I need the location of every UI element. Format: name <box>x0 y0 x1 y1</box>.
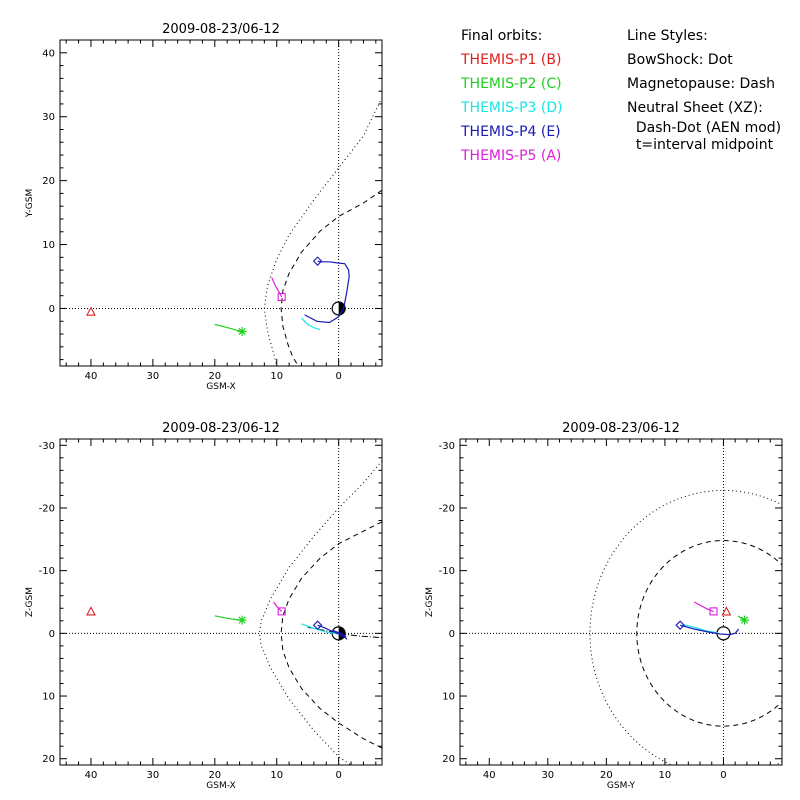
orbit-trace-themis-p2-c <box>214 615 243 621</box>
x-axis-label: GSM-Y <box>607 781 636 791</box>
orbit-marker-themis-p4-e <box>675 620 685 630</box>
line-styles-legend: Line Styles: BowShock: Dot Magnetopause:… <box>627 24 781 154</box>
line-style-neutral-sheet: Neutral Sheet (XZ): <box>627 100 763 116</box>
y-tick-label: 30 <box>42 112 55 123</box>
x-tick-label: 0 <box>335 371 341 382</box>
y-axis-label: Z-GSM <box>25 587 35 617</box>
plot-panel-2: 40 30 20 10 0 -30 -20 -10 0 10 20 2009-08-23/06-12 G… <box>25 421 383 791</box>
x-axis-label: GSM-X <box>206 382 235 392</box>
orbit-marker-themis-p1-b <box>86 306 96 316</box>
line-style-neutral-sheet-mod: Dash-Dot (AEN mod) <box>627 120 782 136</box>
y-tick-label: -20 <box>39 503 55 514</box>
x-tick-label: 20 <box>208 371 221 382</box>
y-tick-label: 0 <box>49 629 55 640</box>
orbit-marker-themis-p5-a <box>277 292 286 302</box>
line-style-neutral-sheet-time: t=interval midpoint <box>627 137 774 153</box>
orbit-trace-themis-p3-d <box>301 623 339 635</box>
y-axis-label: Y-GSM <box>25 189 35 218</box>
y-tick-label: 40 <box>42 48 55 59</box>
orbit-marker-themis-p1-b <box>721 606 732 616</box>
x-tick-label: 20 <box>208 770 221 781</box>
y-tick-label: 10 <box>442 692 455 703</box>
plot-title: 2009-08-23/06-12 <box>162 421 280 436</box>
legend-orbit-p2: THEMIS-P2 (C) <box>461 76 562 92</box>
plot-title: 2009-08-23/06-12 <box>562 421 680 436</box>
x-tick-label: 10 <box>270 371 283 382</box>
plot-panel-1: 40 30 20 10 0 0 10 20 30 40 2009-08-23/06-12 GSM-X Y… <box>25 22 383 392</box>
orbit-marker-themis-p1-b <box>86 606 96 616</box>
y-tick-label: 10 <box>42 240 55 251</box>
y-tick-label: -30 <box>439 441 455 452</box>
orbit-trace-themis-p4-e <box>317 624 348 641</box>
x-tick-label: 10 <box>659 770 672 781</box>
y-tick-label: 20 <box>42 176 55 187</box>
x-axis-label: GSM-X <box>206 781 235 791</box>
plot-frame <box>459 438 783 766</box>
x-tick-label: 30 <box>541 770 554 781</box>
orbit-marker-themis-p2-c <box>237 615 247 625</box>
plot-area <box>60 40 382 366</box>
orbit-trace-themis-p5-a <box>693 601 714 612</box>
orbits-legend: Final orbits: THEMIS-P1 (B) THEMIS-P2 (C… <box>461 24 563 168</box>
orbit-trace-themis-p5-a <box>271 277 283 298</box>
orbit-trace-themis-p3-d <box>301 317 321 331</box>
magnetopause-line <box>280 521 382 749</box>
y-tick-label: 0 <box>49 304 55 315</box>
plot-panel-3: 40 30 20 10 0 -30 -20 -10 0 10 20 2009-08-23/06-12 G… <box>425 421 783 791</box>
legend-orbit-p3: THEMIS-P3 (D) <box>461 100 563 116</box>
line-style-bowshock: BowShock: Dot <box>627 52 733 68</box>
x-tick-label: 0 <box>720 770 726 781</box>
line-style-magnetopause: Magnetopause: Dash <box>627 76 776 92</box>
magnetopause-line <box>280 189 382 366</box>
line-styles-title: Line Styles: <box>627 28 708 44</box>
x-tick-label: 40 <box>85 770 98 781</box>
legend-orbit-p1: THEMIS-P1 (B) <box>461 52 562 68</box>
y-tick-label: -20 <box>439 503 455 514</box>
x-tick-label: 20 <box>600 770 613 781</box>
orbit-marker-themis-p4-e <box>312 256 323 266</box>
orbit-marker-themis-p5-a <box>277 607 286 616</box>
orbit-marker-themis-p4-e <box>312 620 323 630</box>
orbit-trace-themis-p4-e <box>304 260 350 324</box>
orbits-legend-title: Final orbits: <box>461 28 543 44</box>
y-tick-label: 10 <box>42 692 55 703</box>
bow-shock-line <box>263 97 382 366</box>
plot-frame <box>59 39 383 367</box>
y-tick-label: 0 <box>449 629 455 640</box>
y-tick-label: -30 <box>39 441 55 452</box>
plot-area <box>460 439 782 765</box>
bow-shock-line <box>258 460 382 765</box>
earth-night-side-icon <box>338 301 346 315</box>
y-axis-label: Z-GSM <box>425 587 435 617</box>
plot-frame <box>59 438 383 766</box>
y-tick-label: 20 <box>442 754 455 765</box>
plot-title: 2009-08-23/06-12 <box>162 22 280 37</box>
y-tick-label: 20 <box>42 754 55 765</box>
y-tick-label: -10 <box>39 566 55 577</box>
x-tick-label: 30 <box>147 770 160 781</box>
legend-orbit-p4: THEMIS-P4 (E) <box>461 124 561 140</box>
orbit-trace-themis-p3-d <box>682 624 718 634</box>
orbit-trace-themis-p4-e <box>679 624 740 636</box>
y-tick-label: -10 <box>439 566 455 577</box>
legend-orbit-p5: THEMIS-P5 (A) <box>461 148 562 164</box>
magnetopause-line <box>636 540 782 727</box>
orbit-marker-themis-p2-c <box>740 615 750 625</box>
orbit-marker-themis-p2-c <box>237 326 247 336</box>
x-tick-label: 0 <box>335 770 341 781</box>
neutral-sheet-line <box>307 626 382 639</box>
orbit-trace-themis-p2-c <box>214 323 243 333</box>
x-tick-label: 10 <box>270 770 283 781</box>
x-tick-label: 40 <box>85 371 98 382</box>
plot-area <box>60 439 382 765</box>
x-tick-label: 40 <box>483 770 496 781</box>
x-tick-label: 30 <box>147 371 160 382</box>
orbit-marker-themis-p5-a <box>709 607 718 616</box>
